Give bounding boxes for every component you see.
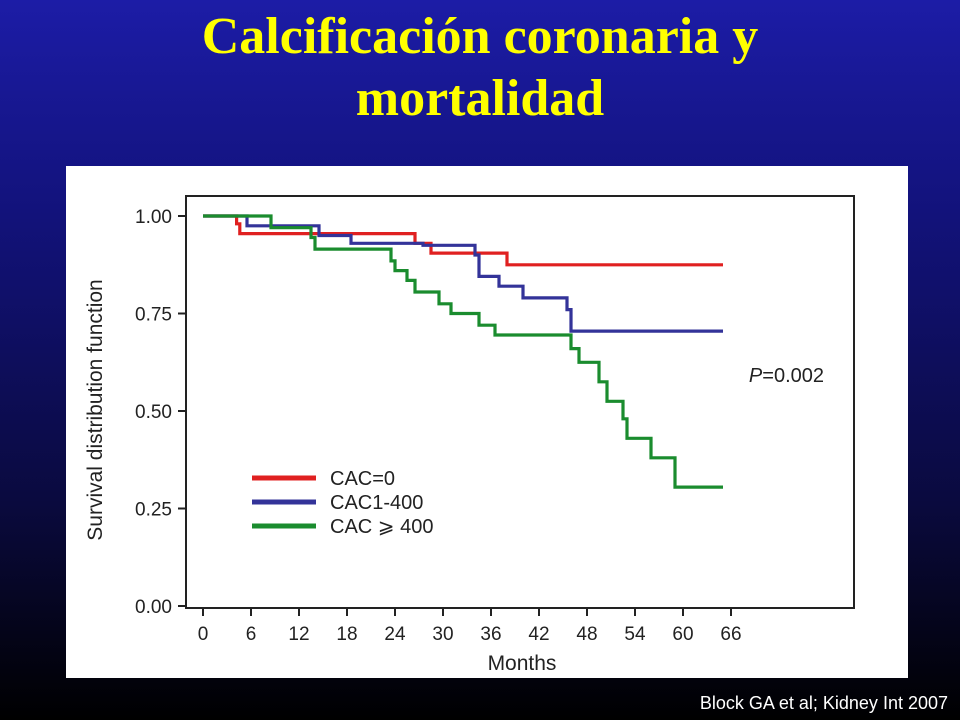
- y-tick-label: 0.00: [135, 597, 172, 618]
- x-tick-label: 66: [720, 624, 741, 645]
- y-tick-label: 0.75: [135, 305, 172, 326]
- p-value-letter: P: [749, 365, 763, 387]
- slide-title-line-1: Calcificación coronaria y: [201, 8, 759, 65]
- p-value-number: =0.002: [762, 365, 824, 387]
- legend-label: CAC ⩾ 400: [330, 516, 433, 538]
- x-tick-label: 60: [672, 624, 693, 645]
- x-tick-label: 0: [198, 624, 209, 645]
- legend-label: CAC1-400: [330, 492, 423, 514]
- x-tick-label: 18: [336, 624, 357, 645]
- series-line-2: [203, 214, 723, 333]
- x-tick-label: 42: [528, 624, 549, 645]
- x-tick-label: 54: [624, 624, 646, 645]
- y-axis-label: Survival distribution function: [84, 279, 107, 540]
- x-tick-label: 30: [432, 624, 453, 645]
- series-line-3: [203, 214, 723, 489]
- x-tick-label: 48: [576, 624, 597, 645]
- survival-chart: 0.00 0.25 0.50 0.75 1.00 0 6 12 18 24 30 36 42 48 54 60…: [84, 195, 855, 675]
- plot-frame: [185, 195, 855, 609]
- y-tick-label: 1.00: [135, 207, 172, 228]
- x-tick-label: 36: [480, 624, 501, 645]
- x-axis-label: Months: [488, 652, 557, 675]
- slide-title-line-2: mortalidad: [355, 70, 605, 127]
- y-tick-label: 0.25: [135, 500, 172, 521]
- citation: Block GA et al; Kidney Int 2007: [699, 693, 948, 713]
- p-value-annotation: P=0.002: [749, 365, 824, 387]
- chart-panel: 0.00 0.25 0.50 0.75 1.00 0 6 12 18 24 30 36 42 48 54 60…: [66, 166, 908, 678]
- y-tick-label: 0.50: [135, 402, 172, 423]
- x-tick-label: 6: [246, 624, 257, 645]
- legend-label: CAC=0: [330, 468, 395, 490]
- series-line-1: [203, 214, 723, 267]
- x-tick-label: 24: [384, 624, 406, 645]
- x-tick-label: 12: [288, 624, 309, 645]
- slide-title: Calcificación coronaria y mortalidad: [0, 6, 960, 130]
